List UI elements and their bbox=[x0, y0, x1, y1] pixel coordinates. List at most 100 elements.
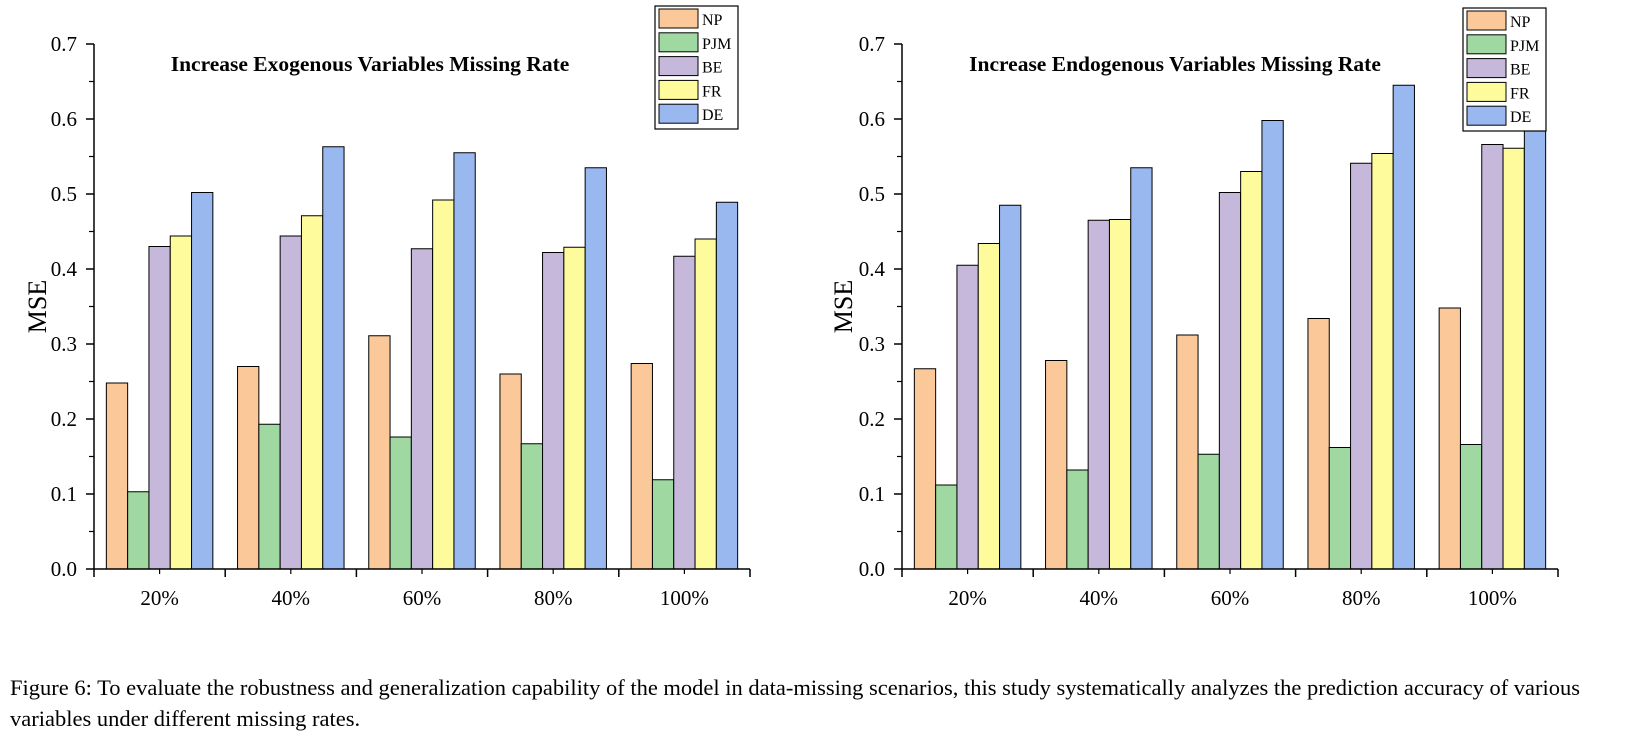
bar-de-3 bbox=[1261, 120, 1284, 570]
x-tick-label: 80% bbox=[1342, 586, 1381, 610]
bar-de-2 bbox=[1130, 167, 1153, 570]
bar-pjm-3 bbox=[1197, 453, 1220, 570]
legend-label-be: BE bbox=[1510, 62, 1530, 79]
bar-de-1 bbox=[999, 204, 1022, 570]
chart-title: Increase Exogenous Variables Missing Rat… bbox=[171, 52, 570, 76]
y-tick-label: 0.1 bbox=[51, 482, 77, 506]
y-tick-label: 0.7 bbox=[51, 32, 77, 56]
bar-be-1 bbox=[148, 246, 171, 570]
y-tick-label: 0.6 bbox=[859, 107, 885, 131]
bar-fr-1 bbox=[169, 235, 193, 570]
bar-be-5 bbox=[673, 255, 696, 570]
x-tick-label: 20% bbox=[140, 586, 179, 610]
y-tick-label: 0.2 bbox=[859, 407, 885, 431]
legend-label-fr: FR bbox=[702, 83, 722, 100]
bar-be-2 bbox=[279, 235, 302, 570]
x-tick-label: 20% bbox=[948, 586, 987, 610]
legend-label-be: BE bbox=[702, 60, 722, 77]
figure-charts: 0.0 0.1 0.2 0.3 0.4 0.5 0.6 0.7 20% 40% 60% 80% 100%… bbox=[23, 5, 1559, 610]
bar-pjm-1 bbox=[935, 484, 958, 570]
legend-swatch-fr bbox=[1466, 81, 1507, 102]
x-tick-label: 40% bbox=[1080, 586, 1119, 610]
bar-fr-4 bbox=[563, 246, 586, 570]
bar-np-3 bbox=[368, 335, 391, 570]
bar-np-1 bbox=[913, 368, 937, 570]
legend-swatch-np bbox=[658, 8, 699, 29]
bar-pjm-4 bbox=[1328, 447, 1352, 570]
chart-2: 0.0 0.1 0.2 0.3 0.4 0.5 0.6 0.7 20% 40% 60% 80% 100%… bbox=[829, 7, 1559, 610]
bar-pjm-2 bbox=[1066, 469, 1089, 570]
y-tick-label: 0.0 bbox=[859, 557, 885, 581]
bar-pjm-4 bbox=[520, 443, 544, 570]
figure-caption: Figure 6: To evaluate the robustness and… bbox=[10, 675, 1581, 731]
x-tick-label: 60% bbox=[1211, 586, 1250, 610]
bar-pjm-5 bbox=[1459, 444, 1483, 570]
bar-de-5 bbox=[1523, 96, 1547, 570]
x-tick-label: 60% bbox=[403, 586, 442, 610]
bar-fr-5 bbox=[694, 238, 717, 570]
bar-pjm-1 bbox=[127, 491, 150, 570]
legend-label-np: NP bbox=[702, 12, 723, 29]
legend-swatch-be bbox=[1466, 58, 1507, 79]
bar-fr-2 bbox=[1108, 219, 1132, 570]
legend-swatch-de bbox=[658, 103, 699, 124]
y-tick-label: 0.2 bbox=[51, 407, 77, 431]
y-tick-label: 0.3 bbox=[859, 332, 885, 356]
y-tick-label: 0.4 bbox=[859, 257, 886, 281]
legend-label-de: DE bbox=[1510, 109, 1531, 126]
bar-be-1 bbox=[956, 264, 979, 570]
x-tick-label: 100% bbox=[1468, 586, 1517, 610]
bar-de-5 bbox=[715, 201, 739, 570]
bar-be-4 bbox=[1350, 162, 1373, 570]
y-tick-label: 0.4 bbox=[51, 257, 78, 281]
y-tick-label: 0.6 bbox=[51, 107, 77, 131]
bar-pjm-3 bbox=[389, 436, 412, 570]
legend-swatch-pjm bbox=[1466, 34, 1507, 55]
bar-np-4 bbox=[1307, 318, 1330, 570]
bar-be-2 bbox=[1087, 219, 1110, 570]
legend-label-fr: FR bbox=[1510, 85, 1530, 102]
y-tick-label: 0.5 bbox=[859, 182, 885, 206]
bar-de-4 bbox=[584, 167, 607, 570]
legend-swatch-pjm bbox=[658, 32, 699, 53]
bar-pjm-5 bbox=[651, 479, 675, 570]
bar-np-2 bbox=[1045, 360, 1068, 570]
y-tick-label: 0.5 bbox=[51, 182, 77, 206]
x-tick-label: 80% bbox=[534, 586, 573, 610]
bar-np-5 bbox=[630, 363, 653, 570]
bar-fr-2 bbox=[300, 215, 324, 570]
legend: NP PJM BE FR DE bbox=[1462, 7, 1547, 132]
bar-pjm-2 bbox=[258, 423, 281, 570]
legend-label-np: NP bbox=[1510, 14, 1531, 31]
bar-fr-3 bbox=[432, 199, 455, 570]
bar-np-4 bbox=[499, 373, 522, 570]
legend: NP PJM BE FR DE bbox=[654, 5, 739, 130]
legend-swatch-be bbox=[658, 56, 699, 77]
x-tick-label: 40% bbox=[272, 586, 311, 610]
bar-be-3 bbox=[410, 248, 434, 570]
bar-fr-1 bbox=[977, 243, 1001, 570]
bar-fr-4 bbox=[1371, 153, 1394, 570]
bar-np-5 bbox=[1438, 307, 1461, 570]
y-tick-label: 0.3 bbox=[51, 332, 77, 356]
bar-fr-3 bbox=[1240, 171, 1263, 570]
bar-be-4 bbox=[542, 252, 565, 570]
legend-label-de: DE bbox=[702, 107, 723, 124]
y-axis-label: MSE bbox=[829, 280, 858, 333]
legend-label-pjm: PJM bbox=[702, 36, 731, 53]
bar-de-1 bbox=[191, 192, 214, 570]
legend-label-pjm: PJM bbox=[1510, 38, 1539, 55]
y-tick-label: 0.1 bbox=[859, 482, 885, 506]
bar-np-1 bbox=[105, 382, 129, 570]
y-tick-label: 0.0 bbox=[51, 557, 77, 581]
legend-swatch-fr bbox=[658, 79, 699, 100]
chart-title: Increase Endogenous Variables Missing Ra… bbox=[969, 52, 1381, 76]
bar-np-2 bbox=[237, 366, 260, 570]
x-tick-label: 100% bbox=[660, 586, 709, 610]
bar-de-2 bbox=[322, 146, 345, 570]
bar-fr-5 bbox=[1502, 147, 1525, 570]
y-axis-label: MSE bbox=[23, 280, 52, 333]
bar-de-3 bbox=[453, 152, 476, 570]
legend-swatch-np bbox=[1466, 10, 1507, 31]
y-tick-label: 0.7 bbox=[859, 32, 885, 56]
